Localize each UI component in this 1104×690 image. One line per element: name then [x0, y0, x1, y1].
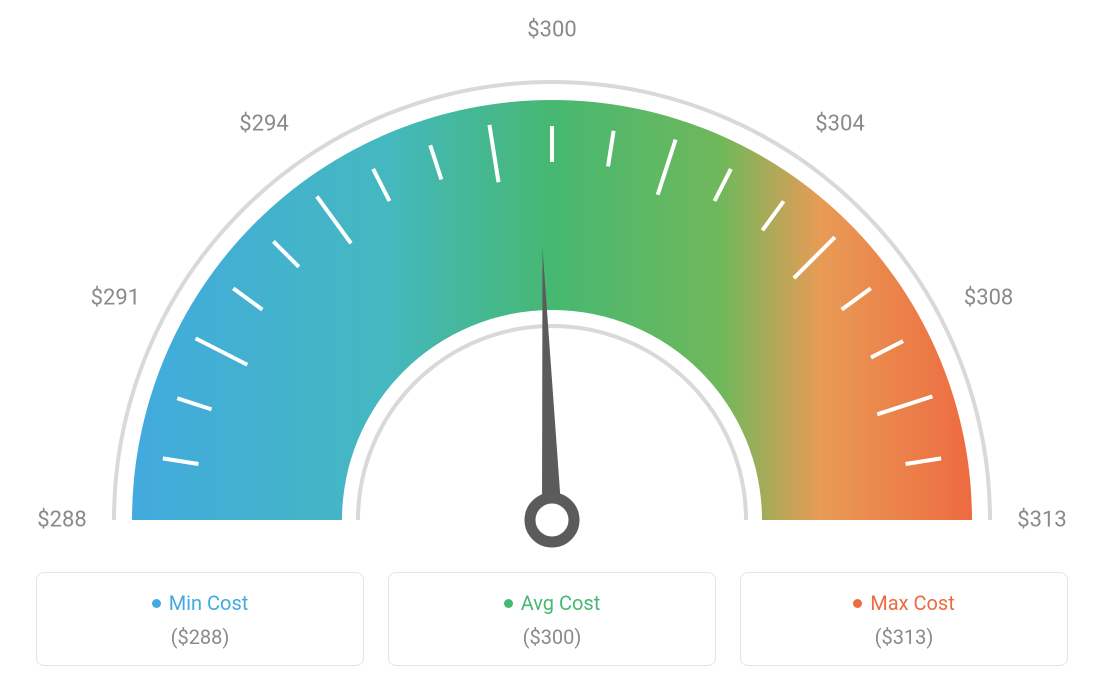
- gauge-tick-label: $313: [1017, 508, 1066, 533]
- legend-card-max: Max Cost ($313): [740, 572, 1068, 666]
- legend-title-row: Max Cost: [853, 591, 955, 615]
- legend-title-avg: Avg Cost: [521, 591, 601, 615]
- legend-title-min: Min Cost: [169, 591, 249, 615]
- legend-value-min: ($288): [171, 625, 230, 649]
- legend-dot-min: [152, 599, 161, 608]
- legend-dot-max: [853, 599, 862, 608]
- legend-value-avg: ($300): [523, 625, 582, 649]
- gauge-tick-label: $308: [964, 285, 1013, 310]
- legend-card-min: Min Cost ($288): [36, 572, 364, 666]
- gauge-tick-label: $291: [91, 285, 140, 310]
- legend-title-row: Min Cost: [152, 591, 249, 615]
- legend-dot-avg: [504, 599, 513, 608]
- legend-title-row: Avg Cost: [504, 591, 601, 615]
- legend-value-max: ($313): [875, 625, 934, 649]
- legend-title-max: Max Cost: [870, 591, 955, 615]
- gauge-tick-label: $294: [239, 111, 288, 136]
- gauge-tick-label: $300: [527, 18, 576, 43]
- gauge-tick-label: $304: [815, 111, 864, 136]
- gauge-svg: [0, 0, 1104, 555]
- gauge-tick-label: $288: [37, 508, 86, 533]
- legend-card-avg: Avg Cost ($300): [388, 572, 716, 666]
- gauge-container: $288 $291 $294 $300 $304 $308 $313: [0, 0, 1104, 555]
- legend: Min Cost ($288) Avg Cost ($300) Max Cost…: [0, 572, 1104, 666]
